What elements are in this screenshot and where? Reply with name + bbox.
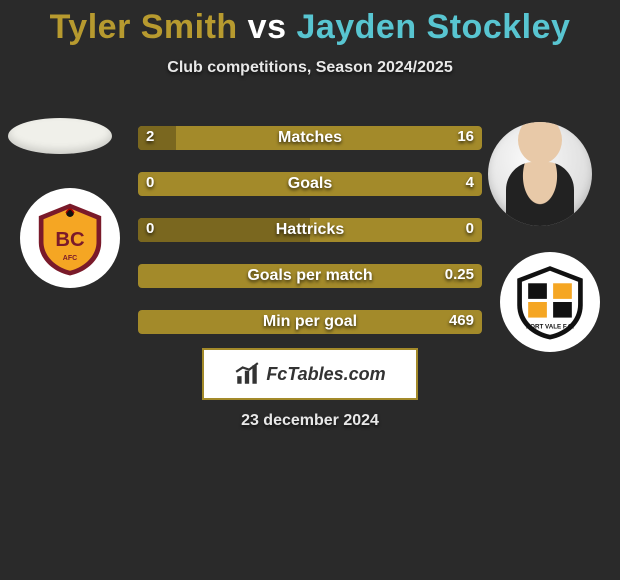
bar-value-right: 16 xyxy=(457,128,474,145)
bar-base xyxy=(138,172,482,196)
title-vs: vs xyxy=(248,8,287,46)
bar-fill-left xyxy=(138,218,310,242)
bar-value-right: 0 xyxy=(466,220,474,237)
bar-base xyxy=(138,126,482,150)
stat-row: Matches216 xyxy=(138,126,482,150)
stat-bars: Matches216Goals04Hattricks00Goals per ma… xyxy=(138,126,482,356)
bar-value-left: 0 xyxy=(146,220,154,237)
svg-text:PORT VALE F.C.: PORT VALE F.C. xyxy=(526,324,574,331)
club-badge-icon: PORT VALE F.C. xyxy=(511,263,589,341)
player1-club-badge: BC AFC xyxy=(20,188,120,288)
date-text: 23 december 2024 xyxy=(0,412,620,430)
chart-icon xyxy=(234,361,260,387)
stat-row: Min per goal469 xyxy=(138,310,482,334)
player2-club-badge: PORT VALE F.C. xyxy=(500,252,600,352)
svg-text:BC: BC xyxy=(55,229,85,251)
branding-text: FcTables.com xyxy=(266,364,385,385)
bar-base xyxy=(138,310,482,334)
player1-avatar xyxy=(8,118,112,154)
stat-row: Hattricks00 xyxy=(138,218,482,242)
player2-name: Jayden Stockley xyxy=(296,8,570,46)
comparison-title: Tyler Smith vs Jayden Stockley xyxy=(0,0,620,47)
bar-value-right: 0.25 xyxy=(445,266,474,283)
bar-value-right: 4 xyxy=(466,174,474,191)
player1-name: Tyler Smith xyxy=(50,8,238,46)
club-badge-icon: BC AFC xyxy=(31,199,109,277)
branding-box: FcTables.com xyxy=(202,348,418,400)
subtitle: Club competitions, Season 2024/2025 xyxy=(0,59,620,77)
bar-fill-left xyxy=(138,126,176,150)
svg-text:AFC: AFC xyxy=(63,255,77,262)
bar-base xyxy=(138,264,482,288)
bar-value-left: 2 xyxy=(146,128,154,145)
bar-value-right: 469 xyxy=(449,312,474,329)
bar-value-left: 0 xyxy=(146,174,154,191)
stat-row: Goals04 xyxy=(138,172,482,196)
stat-row: Goals per match0.25 xyxy=(138,264,482,288)
player2-avatar xyxy=(488,122,592,226)
